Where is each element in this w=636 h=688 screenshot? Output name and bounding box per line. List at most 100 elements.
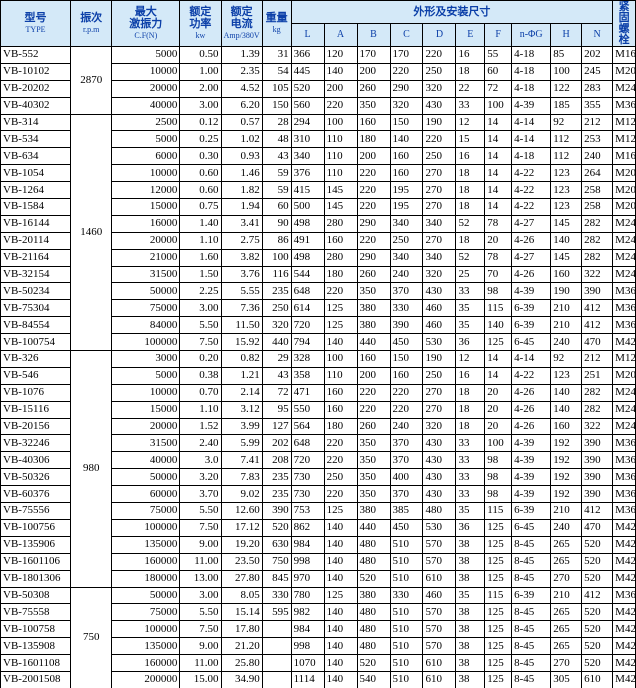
value-cell: 322	[581, 417, 614, 436]
value-cell: 530	[422, 333, 457, 352]
value-cell: 350	[356, 434, 391, 453]
value-cell: 18	[455, 62, 486, 81]
value-cell: 614	[290, 299, 325, 318]
value-cell: 200000	[111, 670, 181, 688]
value-cell: 0.20	[179, 350, 222, 368]
value-cell: 250	[389, 231, 424, 250]
value-cell: 270	[422, 383, 457, 402]
value-cell: 12000	[111, 181, 181, 200]
header-row: 型号 TYPE 振次 r.p.m 最大 激振力 C.F(N) 额定 功率 kw 额定 电流 Amp/38…	[0, 0, 636, 47]
value-cell: 140	[389, 130, 424, 149]
value-cell: 0.82	[220, 350, 263, 368]
value-cell: 4-14	[511, 113, 552, 132]
value-cell: 160	[389, 164, 424, 183]
value-cell: M42	[612, 535, 636, 554]
value-cell: 60	[261, 198, 292, 216]
value-cell: 520	[261, 518, 292, 537]
value-cell: 98	[484, 485, 513, 504]
value-cell: 20	[484, 231, 513, 250]
value-cell: 648	[290, 434, 325, 453]
value-cell: 4-18	[511, 79, 552, 98]
value-cell: M24	[612, 417, 636, 436]
value-cell: 5.50	[179, 502, 222, 520]
value-cell: 38	[455, 654, 486, 672]
value-cell: 15.00	[179, 670, 222, 688]
value-cell: 385	[389, 502, 424, 520]
value-cell: 40000	[111, 96, 181, 115]
value-cell: 60000	[111, 485, 181, 504]
value-cell: 27.80	[220, 569, 263, 588]
value-cell: 350	[356, 282, 391, 301]
value-cell: 7.83	[220, 468, 263, 487]
value-cell: 33	[455, 434, 486, 453]
value-cell: 265	[550, 552, 583, 571]
value-cell: 35	[455, 316, 486, 335]
value-cell: 520	[581, 637, 614, 656]
value-cell: 54	[261, 62, 292, 81]
value-cell: 3.99	[220, 417, 263, 436]
value-cell: 14	[484, 350, 513, 368]
value-cell: 320	[422, 417, 457, 436]
value-cell: 33	[455, 485, 486, 504]
value-cell: 4-39	[511, 451, 552, 470]
value-cell: 192	[550, 468, 583, 487]
value-cell: 86	[261, 231, 292, 250]
value-cell: 520	[581, 654, 614, 672]
value-cell: M20	[612, 198, 636, 216]
value-cell: 15000	[111, 400, 181, 419]
data-row: VB-32154 31500 1.50 3.76 116 544 180 260 240 320 2…	[0, 265, 636, 284]
value-cell: 390	[581, 485, 614, 504]
value-cell: 18	[455, 417, 486, 436]
value-cell: 190	[550, 282, 583, 301]
value-cell: 14	[484, 366, 513, 385]
type-cell: VB-2001508	[0, 670, 72, 688]
value-cell: 471	[290, 383, 325, 402]
value-cell: 125	[484, 670, 513, 688]
value-cell: 570	[422, 603, 457, 622]
value-cell: 50000	[111, 586, 181, 605]
value-cell: 145	[550, 248, 583, 267]
value-cell: 520	[356, 654, 391, 672]
value-cell: 280	[323, 248, 358, 267]
value-cell: M16	[612, 147, 636, 166]
value-cell: 380	[356, 316, 391, 335]
value-cell: M20	[612, 164, 636, 183]
header-line: 额定	[189, 5, 212, 18]
power-header: 额定 功率 kw	[179, 0, 222, 47]
value-cell: 23.50	[220, 552, 263, 571]
value-cell: 220	[356, 198, 391, 216]
value-cell: 92	[550, 113, 583, 132]
value-cell: 258	[581, 198, 614, 216]
value-cell: 412	[581, 299, 614, 318]
rpm-cell: 750	[70, 586, 113, 688]
value-cell: 540	[356, 670, 391, 688]
value-cell: 320	[422, 79, 457, 98]
header-line: 重量	[265, 11, 288, 24]
weight-header: 重量 kg	[261, 0, 292, 47]
value-cell: 220	[422, 46, 457, 64]
value-cell: 16	[455, 46, 486, 64]
value-cell: 0.57	[220, 113, 263, 132]
value-cell: 160	[323, 383, 358, 402]
value-cell: 7.50	[179, 620, 222, 639]
value-cell: M24	[612, 79, 636, 98]
value-cell: 25	[455, 265, 486, 284]
value-cell: 5.55	[220, 282, 263, 301]
value-cell: 125	[484, 569, 513, 588]
value-cell: 220	[389, 383, 424, 402]
value-cell: 753	[290, 502, 325, 520]
value-cell: 190	[422, 350, 457, 368]
value-cell: 440	[356, 518, 391, 537]
value-cell: 38	[455, 569, 486, 588]
value-cell: 125	[484, 637, 513, 656]
value-cell: 140	[323, 535, 358, 554]
value-cell: 170	[389, 46, 424, 64]
data-row: VB-100756 100000 7.50 17.12 520 862 140 440 450 5…	[0, 518, 636, 537]
value-cell: 140	[323, 654, 358, 672]
value-cell: 100	[323, 113, 358, 132]
value-cell: 11.50	[220, 316, 263, 335]
value-cell: 8-45	[511, 569, 552, 588]
value-cell: 10000	[111, 62, 181, 81]
value-cell: 260	[356, 265, 391, 284]
value-cell: 3000	[111, 350, 181, 368]
